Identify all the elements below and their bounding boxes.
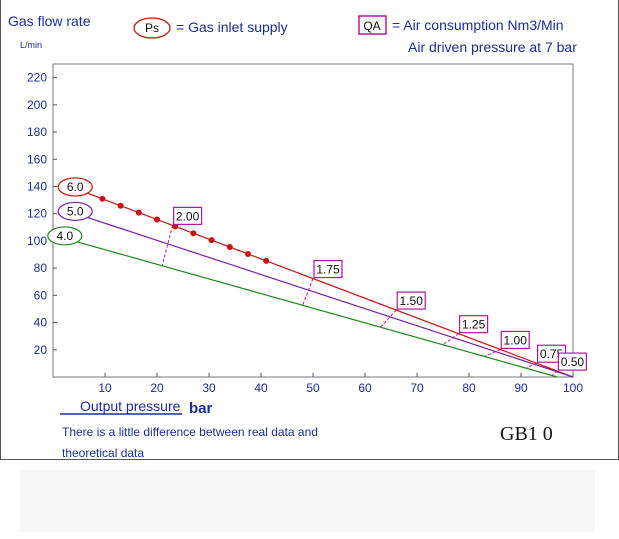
y-tick-label: 100	[27, 234, 47, 248]
y-tick-label: 20	[34, 343, 48, 357]
x-tick-label: 90	[514, 381, 528, 395]
legend-qa: QA = Air consumption Nm3/Min	[358, 15, 564, 35]
series-labels: 6.0 5.0 4.0	[47, 177, 93, 246]
plot-area	[52, 63, 574, 378]
qa-label: 1.75	[316, 263, 340, 277]
y-tick-label: 120	[27, 207, 47, 221]
qa-dashed-line	[161, 225, 174, 266]
series-marker	[99, 195, 106, 202]
series-marker	[208, 237, 215, 244]
series-marker	[154, 216, 160, 223]
qa-label: 1.00	[504, 333, 528, 347]
qa-dashed-line	[442, 333, 459, 346]
qa-label-box	[313, 259, 343, 279]
qa-dashed-line	[484, 348, 501, 357]
qa-label: 1.25	[462, 318, 486, 332]
series-label-4.0: 4.0	[56, 229, 73, 243]
legend-qa-symbol: QA	[363, 19, 380, 33]
y-tick-label: 80	[34, 261, 48, 275]
series-marker	[190, 230, 197, 237]
series-badge-4.0	[47, 226, 83, 246]
chart-subtitle: Air driven pressure at 7 bar	[408, 39, 577, 55]
qa-label: 2.00	[176, 209, 200, 223]
series-marker	[135, 209, 142, 216]
legend-qa-box	[358, 15, 387, 35]
series-marker	[245, 250, 251, 257]
x-tick-label: 40	[254, 381, 268, 395]
x-tick-label: 80	[462, 381, 476, 395]
series-label-5.0: 5.0	[67, 204, 84, 218]
y-tick-label: 180	[27, 125, 47, 139]
footer-band	[20, 470, 595, 532]
series-line-4.0	[73, 240, 558, 378]
qa-dashed-line	[380, 309, 397, 328]
x-tick-label: 100	[563, 381, 583, 395]
qa-label-box	[557, 352, 588, 371]
legend-ps-symbol: Ps	[145, 21, 159, 35]
x-axis-label: Output pressure	[80, 398, 181, 414]
series-badge-5.0	[57, 201, 93, 222]
y-tick-label: 40	[34, 316, 48, 330]
y-tick-label: 60	[34, 288, 48, 302]
y-axis: 20 40 60 80 100 120 140 160 180 200 220	[27, 71, 57, 357]
x-tick-label: 60	[358, 381, 372, 395]
note-line-1: There is a little difference between rea…	[62, 425, 318, 439]
note-line-2: theoretical data	[62, 446, 145, 460]
series-badge-6.0	[57, 177, 93, 197]
series-marker	[263, 257, 270, 264]
legend-ps: Ps = Gas inlet supply	[133, 17, 288, 39]
x-tick-label: 30	[202, 381, 216, 395]
chart-title: Gas flow rate	[8, 13, 91, 29]
qa-label: 1.50	[400, 294, 424, 308]
qa-label-box	[396, 291, 426, 310]
chart-canvas: Gas flow rate L/min Ps = Gas inlet suppl…	[8, 13, 588, 417]
qa-label-box	[459, 315, 489, 334]
y-tick-label: 140	[27, 179, 47, 193]
x-tick-label: 20	[150, 381, 164, 395]
series-lines	[73, 191, 574, 378]
y-tick-label: 200	[27, 98, 47, 112]
model-label: GB1 0	[500, 423, 553, 445]
qa-label: 0.50	[561, 355, 585, 369]
air-consumption-labels: 2.00 1.75 1.50 1.25 1.00 0.750.50	[173, 206, 588, 371]
series-line-5.0	[84, 215, 574, 378]
y-unit-label: L/min	[20, 40, 42, 50]
qa-label-box	[500, 330, 530, 350]
y-tick-label: 160	[27, 152, 47, 166]
qa-label-box	[173, 206, 203, 225]
legend-ps-desc: = Gas inlet supply	[176, 19, 288, 35]
series-marker	[117, 202, 124, 209]
x-axis-unit: bar	[189, 400, 213, 417]
series-marker	[226, 244, 233, 251]
series-label-6.0: 6.0	[67, 180, 84, 194]
x-tick-label: 70	[410, 381, 424, 395]
x-axis: 10 20 30 40 50 60 70 80 90 100	[98, 373, 583, 395]
y-tick-label: 220	[27, 71, 47, 85]
x-tick-label: 10	[98, 381, 112, 395]
legend-ps-ellipse	[133, 17, 171, 39]
legend-qa-desc: = Air consumption Nm3/Min	[392, 17, 564, 33]
series-line-6.0	[83, 191, 574, 378]
x-tick-label: 50	[306, 381, 320, 395]
qa-label: 0.75	[540, 347, 564, 361]
